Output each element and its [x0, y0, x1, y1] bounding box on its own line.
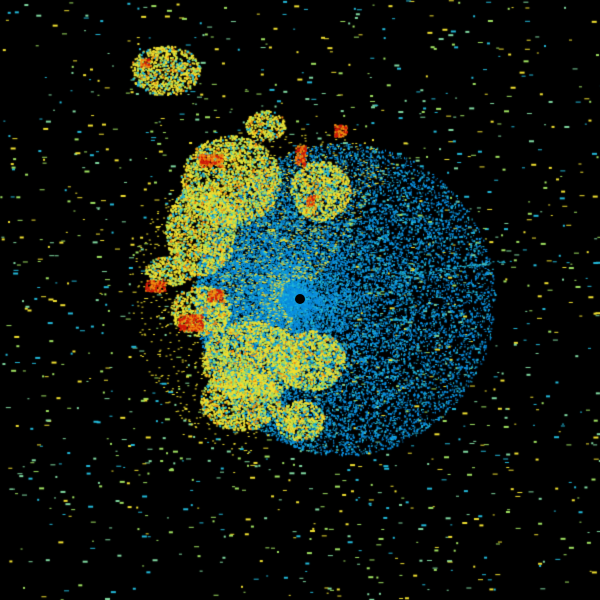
- radar-site-marker: [295, 294, 305, 304]
